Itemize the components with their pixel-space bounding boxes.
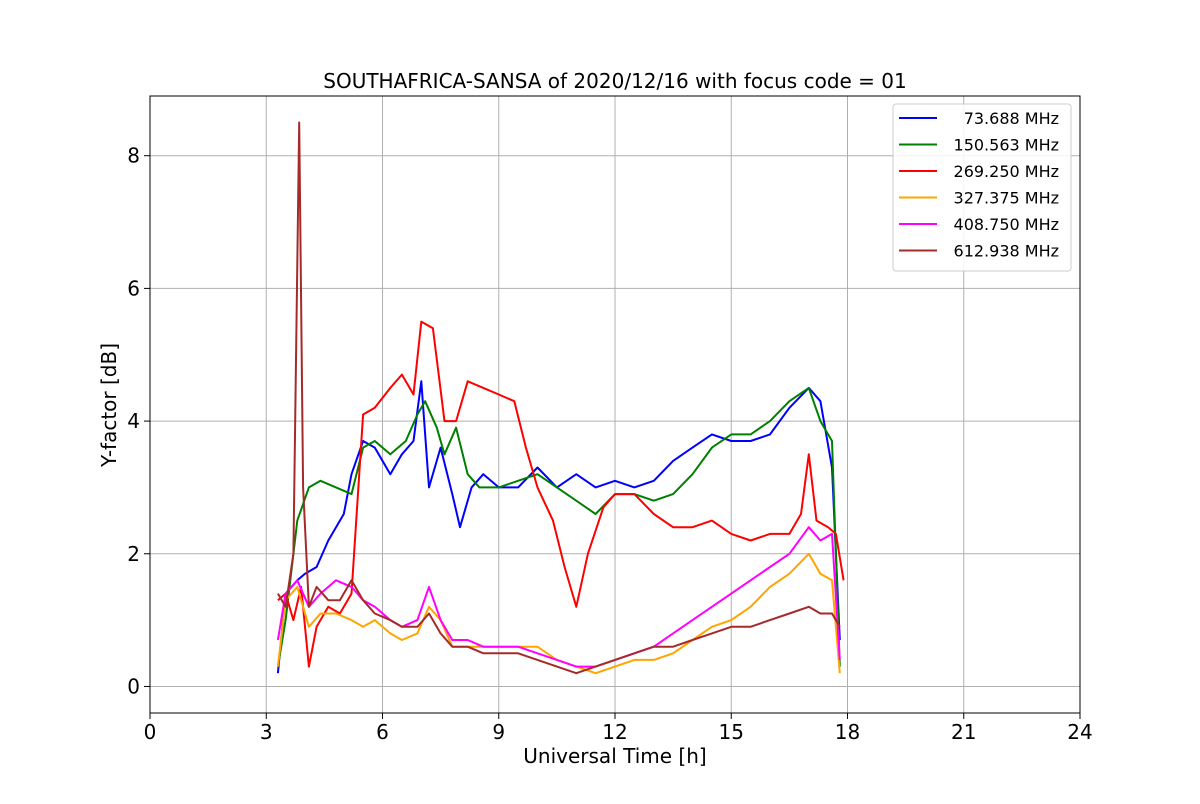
legend-entry-label: 269.250 MHz: [954, 162, 1059, 181]
legend-box: [892, 103, 1072, 272]
x-tick-label: 21: [951, 720, 976, 744]
series-line-612-938-mhz: [277, 121, 841, 675]
x-tick-label: 24: [1067, 720, 1092, 744]
legend: 73.688 MHz 150.563 MHz 269.250 MHz 327.375 …: [892, 103, 1072, 272]
x-tick-label: 12: [602, 720, 627, 744]
legend-entry-label: 408.750 MHz: [954, 215, 1059, 234]
series-line-408-750-mhz: [276, 526, 841, 668]
x-tick-label: 3: [260, 720, 273, 744]
series-line-150-563-mhz: [276, 386, 841, 667]
x-tick-label: 18: [835, 720, 860, 744]
x-tick-label: 0: [144, 720, 157, 744]
y-tick-label: 4: [127, 409, 140, 433]
y-tick-label: 0: [127, 674, 140, 698]
legend-entry-label: 612.938 MHz: [954, 242, 1059, 261]
chart-title: SOUTHAFRICA-SANSA of 2020/12/16 with foc…: [323, 69, 907, 93]
legend-entry-label: 327.375 MHz: [954, 189, 1059, 208]
y-tick-label: 8: [127, 144, 140, 168]
legend-entry-label: 73.688 MHz: [964, 109, 1059, 128]
series-line-269-250-mhz: [277, 320, 845, 668]
x-axis-label: Universal Time [h]: [523, 744, 706, 768]
x-tick-label: 6: [376, 720, 389, 744]
y-tick-label: 2: [127, 542, 140, 566]
x-tick-label: 15: [719, 720, 744, 744]
x-tick-label: 9: [492, 720, 505, 744]
y-axis-label: Y-factor [dB]: [97, 343, 121, 468]
series-layer: [276, 121, 845, 675]
y-tick-label: 6: [127, 276, 140, 300]
series-line-73-688-mhz: [276, 380, 841, 674]
legend-entry-label: 150.563 MHz: [954, 136, 1059, 155]
